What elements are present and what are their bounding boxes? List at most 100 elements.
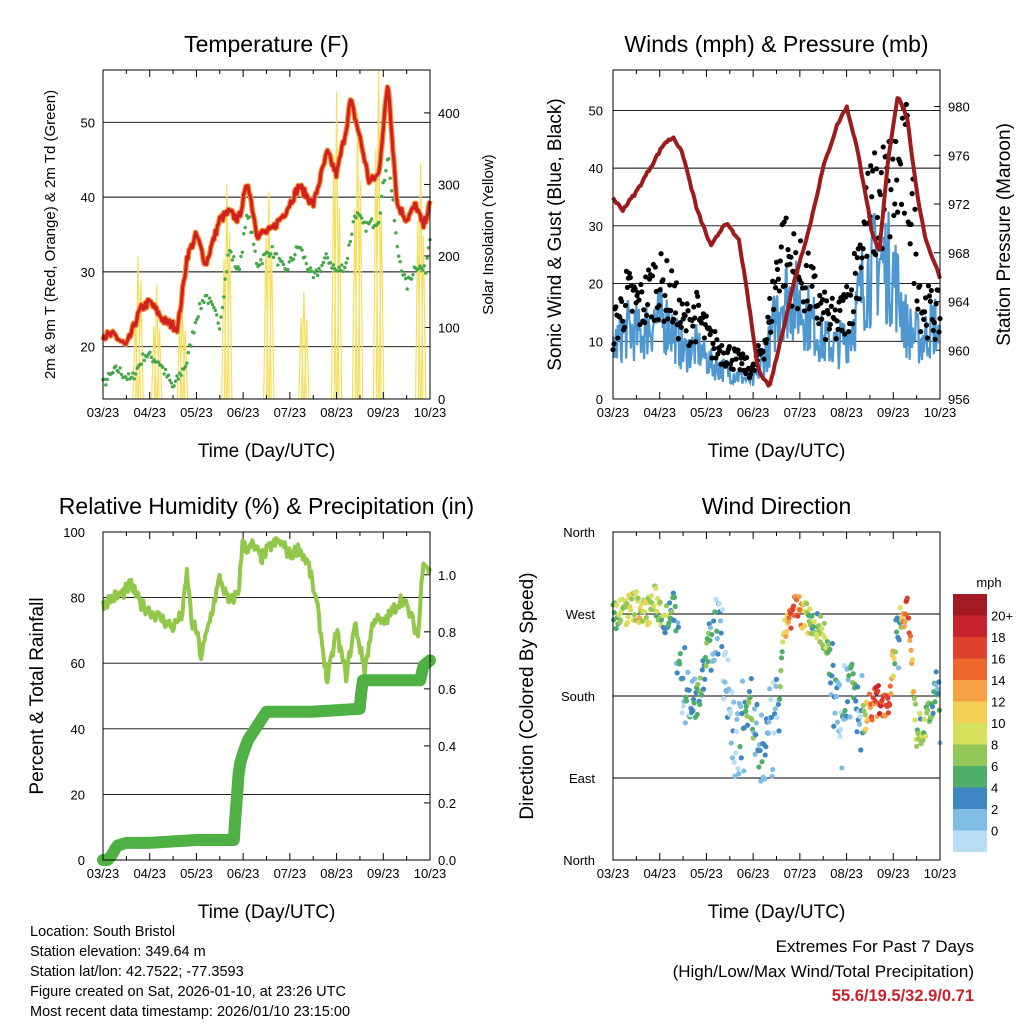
solar-insolation-spike: [268, 251, 275, 400]
gust-point: [852, 270, 858, 276]
solar-insolation-spike: [303, 319, 310, 400]
colorbar-swatch: [953, 615, 987, 637]
gust-point: [816, 321, 822, 327]
wind-direction-point: [936, 679, 942, 685]
temp-x-tick-label: 04/23: [133, 405, 166, 420]
wind-direction-point: [722, 649, 729, 655]
gust-point: [627, 274, 633, 281]
temp-y2-tick-label: 100: [438, 320, 460, 335]
gust-point: [926, 293, 933, 299]
wind-direction-point: [613, 626, 619, 632]
colorbar-swatch: [953, 830, 987, 852]
wind-direction-point: [895, 665, 902, 671]
colorbar-swatch: [953, 658, 987, 680]
wind-direction-point: [872, 698, 878, 704]
temp-x-tick-label: 03/23: [87, 405, 120, 420]
wind-direction-point: [929, 703, 936, 710]
temp-ylabel: 2m & 9m T (Red, Orange) & 2m Td (Green): [42, 90, 59, 379]
wind-direction-point: [629, 596, 635, 602]
gust-point: [787, 261, 793, 267]
dewpoint-point: [397, 254, 401, 258]
gust-point: [890, 156, 896, 162]
wind-direction-point: [643, 614, 649, 621]
gust-point: [809, 283, 815, 289]
wind-direction-point: [772, 706, 778, 712]
dewpoint-point: [382, 178, 387, 183]
rh-y-tick-label: 60: [71, 656, 85, 671]
temp-y-tick-label: 50: [81, 115, 95, 130]
extremes-values: 55.6/19.5/32.9/0.71: [831, 987, 974, 1005]
dewpoint-point: [243, 225, 247, 230]
gust-point: [923, 322, 930, 328]
gust-point: [676, 297, 682, 303]
wind-direction-point: [770, 766, 776, 773]
gust-point: [636, 297, 642, 303]
wind-direction-point: [655, 595, 661, 602]
gust-point: [638, 281, 644, 288]
gust-point: [776, 288, 782, 294]
gust-point: [622, 302, 629, 309]
gust-point: [854, 255, 860, 261]
wind-direction-point: [766, 686, 773, 692]
gust-point: [936, 329, 942, 335]
gust-point: [914, 298, 920, 304]
dewpoint-point: [175, 374, 179, 378]
dewpoint-point: [183, 364, 188, 369]
dir-x-tick-label: 05/23: [690, 866, 723, 881]
rh-x-tick-label: 06/23: [227, 866, 260, 881]
wind-direction-point: [739, 678, 746, 684]
dewpoint-point: [166, 373, 171, 377]
wind-direction-point: [700, 686, 707, 692]
wind-direction-point: [711, 657, 717, 663]
gust-point: [658, 251, 664, 257]
wind-direction-point: [729, 755, 736, 761]
dewpoint-point: [338, 268, 343, 272]
wind-x-tick-label: 05/23: [690, 405, 723, 420]
gust-point: [874, 214, 881, 221]
wind-direction-point: [785, 619, 792, 625]
dewpoint-point: [220, 305, 225, 310]
solar-insolation-spike: [336, 207, 343, 400]
wind-direction-point: [739, 710, 745, 717]
wind-direction-point: [795, 613, 801, 619]
wind-x-tick-label: 08/23: [830, 405, 863, 420]
dewpoint-point: [230, 258, 235, 262]
colorbar-label: 10: [991, 716, 1005, 731]
gust-point: [888, 187, 894, 193]
gust-point: [695, 293, 701, 299]
gust-point: [821, 309, 827, 316]
dewpoint-point: [149, 355, 154, 360]
gust-point: [928, 287, 934, 294]
dewpoint-point: [368, 219, 372, 224]
wind-direction-point: [777, 696, 783, 702]
wind-x-tick-label: 10/23: [924, 405, 957, 420]
gust-point: [793, 250, 799, 256]
wind-direction-point: [934, 686, 941, 692]
wind-y-tick-label: 30: [589, 219, 603, 234]
dewpoint-point: [111, 370, 115, 375]
rh-y2-tick-label: 0.4: [438, 739, 456, 754]
wind-direction-point: [725, 657, 731, 663]
wind-direction-point: [741, 768, 747, 774]
wind-direction-point: [706, 621, 712, 627]
dewpoint-point: [141, 352, 145, 356]
wind-direction-point: [749, 717, 755, 723]
wind-direction-point: [752, 751, 758, 757]
wind-direction-point: [858, 747, 864, 753]
dewpoint-point: [156, 360, 161, 364]
gust-point: [632, 286, 638, 292]
gust-point: [761, 356, 767, 362]
gust-point: [791, 231, 797, 237]
dewpoint-point: [197, 302, 202, 306]
solar-insolation-spike: [420, 236, 427, 400]
dewpoint-point: [217, 327, 222, 331]
rh-y2-tick-label: 0.2: [438, 796, 456, 811]
colorbar-label: 2: [991, 802, 998, 817]
wind-direction-point: [624, 601, 630, 607]
gust-point: [767, 295, 773, 302]
wind-direction-point: [722, 679, 728, 685]
wind-direction-point: [807, 606, 813, 612]
gust-point: [778, 244, 784, 250]
wind-direction-point: [654, 608, 660, 614]
dewpoint-point: [311, 275, 316, 280]
